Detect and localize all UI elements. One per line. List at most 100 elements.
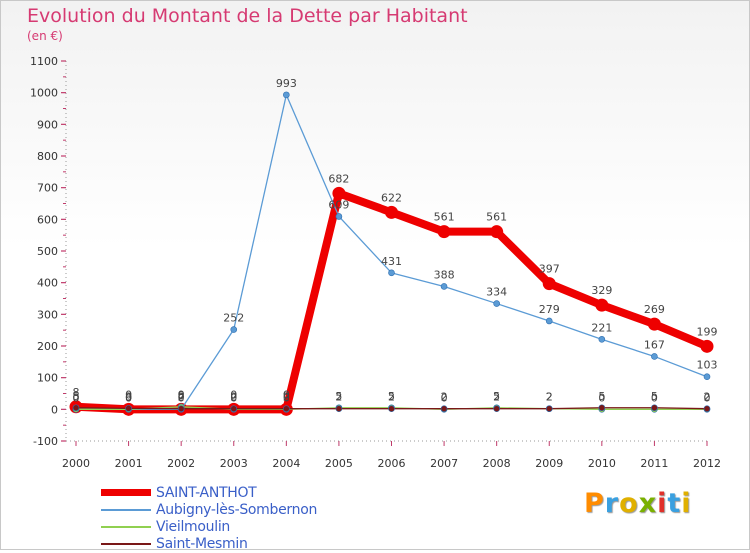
data-label: 0 — [230, 388, 237, 401]
data-point-1 — [703, 373, 711, 381]
data-label: 0 — [283, 388, 290, 401]
data-label: 5 — [493, 390, 500, 403]
data-label: 0 — [73, 391, 80, 404]
data-label: 0 — [73, 391, 80, 404]
data-label: 329 — [591, 284, 612, 297]
data-point-3 — [283, 405, 290, 413]
legend-label: SAINT-ANTHOT — [156, 485, 257, 501]
y-tick-label: 500 — [37, 245, 58, 258]
x-tick-label: 2011 — [640, 457, 668, 470]
data-point-3 — [125, 405, 132, 412]
data-point-3 — [335, 405, 343, 413]
y-tick-label: 400 — [37, 277, 58, 290]
data-label: 622 — [381, 191, 402, 204]
data-label: 269 — [644, 303, 665, 316]
x-tick-label: 2003 — [220, 457, 248, 470]
data-point-0 — [647, 317, 661, 331]
chart-title: Evolution du Montant de la Dette par Hab… — [27, 5, 468, 27]
data-label: 388 — [434, 268, 455, 281]
data-point-1 — [493, 300, 500, 307]
data-label: 8 — [73, 386, 80, 399]
x-tick-label: 2002 — [167, 457, 195, 470]
data-point-1 — [283, 91, 290, 99]
legend-label: Aubigny-lès-Sombernon — [156, 502, 318, 518]
data-label: 431 — [381, 255, 402, 268]
data-label: 167 — [644, 338, 665, 351]
data-point-1 — [388, 269, 395, 277]
logo-letter: P — [584, 488, 605, 519]
data-label: 334 — [486, 286, 507, 299]
legend-swatch-saint-mesmin — [101, 543, 151, 545]
data-point-0 — [700, 339, 714, 353]
y-tick-label: 300 — [37, 308, 58, 321]
data-point-1 — [598, 336, 606, 343]
data-label: 5 — [73, 390, 80, 403]
y-tick-label: 700 — [37, 182, 58, 195]
data-label: 0 — [125, 391, 132, 404]
data-point-1 — [651, 353, 658, 360]
data-label: 5 — [388, 390, 395, 403]
x-tick-label: 2004 — [272, 457, 300, 470]
data-label: 993 — [276, 77, 297, 90]
data-point-3 — [230, 405, 238, 413]
y-tick-label: 900 — [37, 118, 58, 131]
data-label: 5 — [598, 390, 605, 403]
data-label: 0 — [178, 388, 185, 401]
data-point-0 — [595, 298, 609, 312]
x-tick-label: 2012 — [693, 457, 721, 470]
data-label: 682 — [328, 172, 349, 185]
y-tick-label: 1100 — [30, 55, 58, 68]
x-tick-label: 2006 — [378, 457, 406, 470]
legend-label: Vieilmoulin — [156, 519, 230, 535]
x-tick-label: 2000 — [62, 457, 90, 470]
data-point-3 — [545, 405, 553, 413]
data-point-0 — [490, 225, 504, 239]
chart-unit: (en €) — [27, 29, 63, 43]
series-line-0 — [72, 189, 711, 414]
data-label: 2 — [388, 391, 395, 404]
data-label: 0 — [230, 391, 237, 404]
data-label: 561 — [434, 211, 455, 224]
data-label: 2 — [283, 391, 290, 404]
y-tick-label: 100 — [37, 372, 58, 385]
logo-letter: i — [681, 488, 692, 519]
data-point-1 — [335, 213, 343, 220]
series-line-1 — [75, 94, 708, 410]
data-label: 2 — [493, 391, 500, 404]
y-tick-label: -100 — [33, 435, 58, 448]
data-label: 199 — [697, 325, 718, 338]
data-label: 561 — [486, 211, 507, 224]
data-label: 252 — [223, 312, 244, 325]
data-label: 0 — [598, 391, 605, 404]
logo-letter: x — [638, 488, 658, 519]
x-tick-label: 2007 — [430, 457, 458, 470]
legend-swatch-aubigny — [101, 509, 151, 511]
axes: -100010020030040050060070080090010001100… — [30, 55, 721, 470]
x-tick-label: 2009 — [535, 457, 563, 470]
data-point-0 — [437, 225, 451, 239]
data-label: 5 — [335, 390, 342, 403]
logo-letter: t — [667, 488, 682, 519]
data-point-3 — [598, 404, 606, 412]
legend-swatch-saint-anthot — [101, 489, 151, 496]
data-label: 0 — [125, 388, 132, 401]
data-label: 0 — [125, 391, 132, 404]
data-label: 0 — [283, 391, 290, 404]
data-label: 221 — [591, 321, 612, 334]
data-label: 0 — [441, 391, 448, 404]
data-point-3 — [177, 405, 185, 413]
data-label: 2 — [335, 391, 342, 404]
data-point-0 — [385, 205, 398, 219]
data-point-0 — [332, 186, 346, 200]
data-label: 2 — [178, 391, 185, 404]
data-label: 2 — [546, 391, 553, 404]
legend-label: Saint-Mesmin — [156, 536, 248, 552]
y-tick-label: 1000 — [30, 87, 58, 100]
line-chart: -100010020030040050060070080090010001100… — [30, 55, 721, 470]
data-label: 397 — [539, 263, 560, 276]
data-point-0 — [542, 277, 556, 291]
data-label: 8 — [178, 389, 185, 402]
data-point-3 — [493, 405, 500, 413]
